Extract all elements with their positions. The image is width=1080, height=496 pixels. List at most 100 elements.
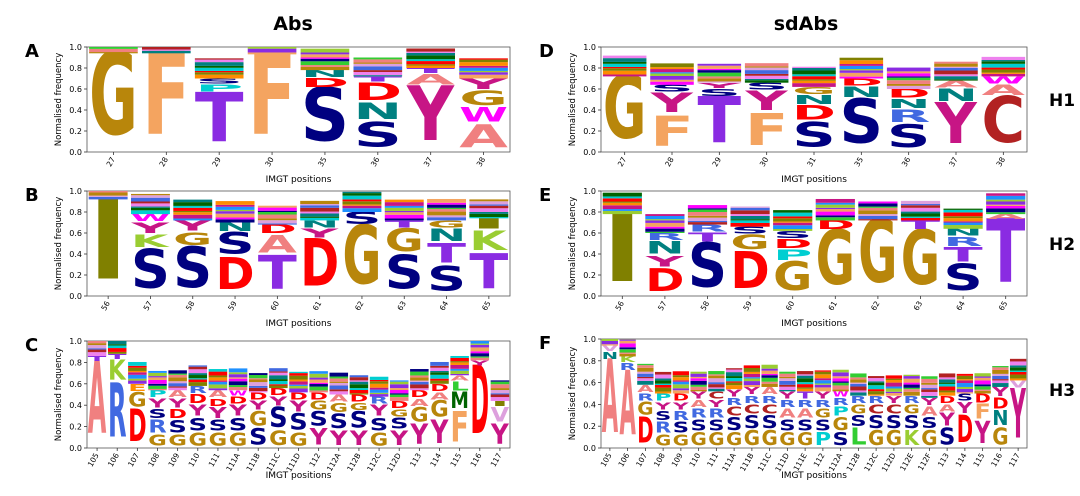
logo-residual — [87, 343, 107, 346]
y-tick-label: 0.2 — [69, 127, 82, 136]
logo-residual — [744, 80, 789, 83]
logo-panel-d: D 0.0 0.2 0.4 0.6 0.8 1.0 Normalised frequency I… — [539, 41, 1028, 185]
logo-residual — [921, 376, 938, 379]
logo-residual — [300, 217, 340, 221]
logo-letter: R — [832, 396, 849, 408]
logo-residual — [329, 389, 349, 392]
logo-letter: T — [986, 202, 1025, 304]
logo-letter: S — [342, 209, 381, 229]
logo-residual — [796, 387, 814, 389]
x-tick-label: 58 — [184, 299, 197, 312]
logo-residual — [858, 206, 898, 208]
logo-residual — [168, 386, 187, 388]
logo-letter: E — [128, 382, 147, 394]
logo-letter: Y — [147, 396, 167, 411]
logo-residual — [128, 365, 147, 368]
logo-letter: S — [353, 115, 402, 155]
logo-residual — [921, 389, 938, 392]
logo-residual — [730, 215, 770, 220]
logo-residual — [389, 397, 409, 401]
logo-letter: S — [887, 118, 931, 155]
logo-residual — [349, 384, 369, 389]
x-tick-label: 64 — [954, 299, 967, 312]
logo-letter: D — [258, 222, 297, 236]
logo-residual — [850, 379, 867, 383]
logo-residual — [269, 379, 288, 382]
logo-residual — [384, 212, 424, 215]
x-tick-label: 57 — [656, 299, 669, 312]
logo-panel-a: A 0.0 0.2 0.4 0.6 0.8 1.0 Normalised frequency I… — [25, 30, 511, 185]
logo-residual — [289, 371, 308, 374]
logo-residual — [690, 373, 707, 377]
logo-residual — [938, 382, 956, 384]
logo-residual — [410, 375, 429, 378]
logo-residual — [858, 203, 898, 207]
logo-letter: Y — [172, 217, 211, 234]
logo-residual — [248, 382, 268, 386]
x-tick-label: 112D — [880, 451, 898, 473]
logo-residual — [602, 68, 647, 71]
logo-residual — [342, 205, 382, 209]
logo-residual — [389, 393, 409, 395]
logo-residual — [654, 383, 672, 385]
logo-residual — [654, 374, 672, 379]
logo-residual — [934, 76, 978, 80]
logo-residual — [708, 374, 725, 376]
logo-residual — [384, 218, 424, 221]
logo-residual — [687, 209, 728, 212]
x-tick-label: 27 — [105, 155, 118, 168]
x-axis-label: IMGT positions — [781, 471, 847, 481]
logo-residual — [730, 207, 770, 211]
logo-letter: N — [887, 97, 931, 111]
logo-residual — [743, 367, 761, 372]
logo-residual — [168, 381, 187, 384]
logo-residual — [832, 385, 849, 390]
logo-residual — [900, 217, 941, 221]
logo-residual — [247, 47, 297, 49]
logo-letter: T — [108, 352, 127, 361]
logo-letter: S — [330, 411, 349, 433]
logo-letter: I — [469, 215, 508, 232]
logo-letter: S — [249, 424, 268, 450]
logo-residual — [761, 370, 778, 374]
logo-residual — [832, 381, 849, 383]
logo-letter: S — [868, 411, 884, 432]
logo-residual — [430, 374, 449, 379]
x-tick-label: 111A — [224, 451, 242, 473]
x-tick-label: 65 — [480, 299, 493, 312]
logo-residual — [796, 382, 814, 385]
logo-residual — [148, 385, 167, 389]
logo-letter: D — [410, 389, 429, 400]
logo-letter: Y — [349, 427, 369, 450]
logo-residual — [796, 374, 814, 376]
logo-residual — [832, 389, 849, 392]
logo-letter: D — [816, 218, 855, 232]
logo-residual — [1009, 365, 1027, 368]
y-tick-label: 0.4 — [69, 106, 82, 115]
logo-letter: G — [992, 424, 1008, 451]
logo-residual — [450, 361, 469, 363]
logo-residual — [329, 381, 349, 383]
column-title-abs: Abs — [273, 13, 313, 35]
logo-residual — [406, 65, 456, 68]
logo-residual — [601, 339, 619, 341]
logo-letter: S — [850, 412, 866, 430]
logo-residual — [300, 66, 350, 71]
logo-letter: D — [840, 76, 884, 87]
logo-residual — [389, 380, 409, 382]
logo-residual — [349, 390, 369, 394]
logo-residual — [215, 213, 255, 218]
logo-residual — [839, 76, 884, 79]
logo-residual — [602, 74, 647, 77]
logo-letter: S — [688, 231, 727, 302]
logo-panels: A 0.0 0.2 0.4 0.6 0.8 1.0 Normalised frequency I… — [25, 30, 1028, 481]
logo-residual — [87, 352, 107, 356]
logo-letter: N — [602, 350, 618, 362]
logo-letter: K — [469, 226, 509, 257]
logo-letter: R — [815, 398, 832, 410]
logo-residual — [309, 379, 328, 383]
logo-letter: G — [868, 426, 884, 450]
logo-residual — [173, 212, 213, 215]
logo-letter: N — [792, 93, 836, 107]
logo-letter: A — [430, 391, 450, 402]
